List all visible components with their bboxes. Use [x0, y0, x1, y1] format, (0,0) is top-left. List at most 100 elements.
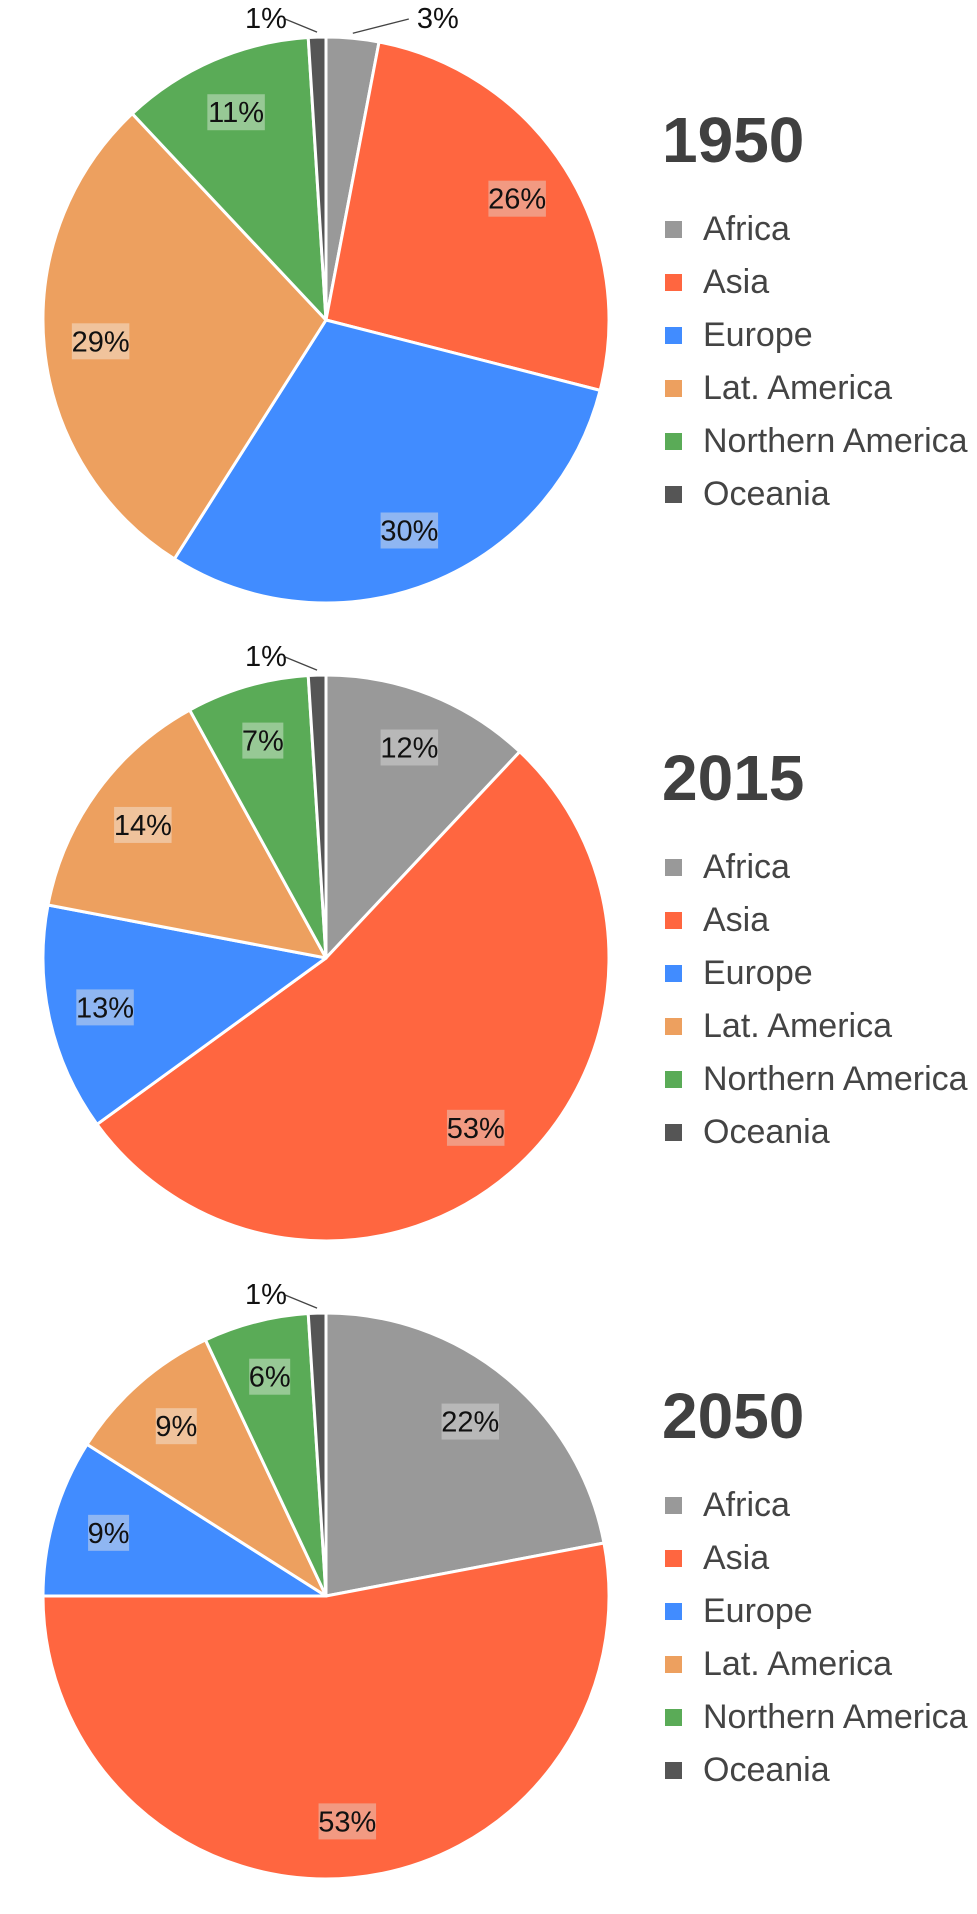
- legend-label: Oceania: [703, 1751, 830, 1789]
- data-label-northern-america: 11%: [207, 94, 265, 131]
- pie-slice-oceania: [306, 35, 328, 322]
- legend-swatch: [665, 433, 682, 450]
- legend-label: Europe: [703, 316, 813, 354]
- legend-label: Lat. America: [703, 1645, 892, 1683]
- legend-swatch: [665, 1709, 682, 1726]
- chart-title: 2015: [662, 742, 805, 814]
- data-label-text: 14%: [114, 810, 172, 842]
- pie-chart-1: 12% 53% 13% 14% 7% 1% 2015 Africa Asia Europe Lat.…: [0, 638, 977, 1276]
- legend-label: Northern America: [703, 1060, 968, 1098]
- legend-swatch: [665, 1018, 682, 1035]
- data-label-europe: 13%: [76, 989, 134, 1026]
- pie-slice-northern-america: [188, 674, 328, 960]
- chart-title: 2050: [662, 1380, 805, 1452]
- data-label-northern-america: 6%: [249, 1358, 291, 1395]
- legend-label: Northern America: [703, 1698, 968, 1736]
- pie-svg: 22% 53% 9% 9% 6% 1%: [41, 1279, 611, 1881]
- legend-swatch: [665, 1071, 682, 1088]
- legend-label: Africa: [703, 210, 790, 248]
- data-label-text: 53%: [318, 1806, 376, 1838]
- data-label-asia: 53%: [318, 1803, 377, 1840]
- data-label-asia: 53%: [446, 1109, 505, 1146]
- pie-slice-oceania: [306, 1311, 328, 1598]
- data-label-text: 53%: [447, 1113, 505, 1145]
- data-label-text: 6%: [249, 1362, 291, 1394]
- data-label-oceania: 1%: [245, 641, 318, 673]
- leader-line: [284, 1294, 318, 1309]
- data-label-text: 11%: [208, 97, 264, 129]
- legend-label: Asia: [703, 901, 770, 939]
- data-label-background: [88, 1514, 130, 1551]
- legend-label: Asia: [703, 1539, 770, 1577]
- pie-svg: 12% 53% 13% 14% 7% 1%: [41, 641, 611, 1243]
- legend-swatch: [665, 912, 682, 929]
- data-label-africa: 22%: [441, 1403, 500, 1440]
- data-label-lat-america: 14%: [114, 806, 172, 843]
- data-label-background: [242, 722, 284, 759]
- pie-svg: 3% 26% 30% 29% 11% 1%: [41, 3, 611, 605]
- data-label-lat-america: 9%: [155, 1408, 197, 1445]
- data-label-europe: 30%: [380, 512, 439, 549]
- data-label-text: 9%: [155, 1411, 197, 1443]
- legend-label: Lat. America: [703, 1007, 892, 1045]
- legend-label: Lat. America: [703, 369, 892, 407]
- data-label-asia: 26%: [488, 180, 546, 217]
- pie-slice-asia: [41, 1541, 611, 1881]
- pie-slice-lat-america: [41, 112, 328, 561]
- legend-swatch: [665, 221, 682, 238]
- pie-slice-lat-america: [85, 1338, 328, 1598]
- pie-slice-europe: [172, 318, 602, 605]
- data-label-background: [318, 1803, 377, 1840]
- chart-title: 1950: [662, 104, 805, 176]
- legend-label: Oceania: [703, 1113, 830, 1151]
- pie-slice-northern-america: [130, 36, 328, 322]
- data-label-africa: 12%: [380, 729, 438, 766]
- data-label-text: 29%: [72, 326, 130, 358]
- data-label-text: 1%: [245, 3, 287, 35]
- pie-slice-europe: [41, 1442, 328, 1598]
- data-label-background: [155, 1408, 197, 1445]
- pie-slice-asia: [324, 40, 611, 392]
- legend-label: Africa: [703, 1486, 790, 1524]
- legend-swatch: [665, 1550, 682, 1567]
- legend-swatch: [665, 274, 682, 291]
- legend-label: Africa: [703, 848, 790, 886]
- data-label-background: [488, 180, 546, 217]
- data-label-text: 1%: [245, 1279, 287, 1311]
- data-label-background: [446, 1109, 505, 1146]
- legend-label: Europe: [703, 1592, 813, 1630]
- data-label-background: [207, 94, 265, 131]
- pie-slice-africa: [324, 1311, 606, 1598]
- legend-swatch: [665, 965, 682, 982]
- pie-chart-2: 22% 53% 9% 9% 6% 1% 2050 Africa Asia Europe Lat. A…: [0, 1276, 977, 1914]
- legend-label: Northern America: [703, 422, 968, 460]
- pie-slice-lat-america: [46, 708, 328, 960]
- legend-swatch: [665, 1497, 682, 1514]
- data-label-background: [76, 989, 134, 1026]
- data-label-oceania: 1%: [245, 1279, 318, 1311]
- legend-swatch: [665, 1762, 682, 1779]
- legend-swatch: [665, 1124, 682, 1141]
- pie-slice-oceania: [306, 673, 328, 960]
- legend-swatch: [665, 859, 682, 876]
- data-label-oceania: 1%: [245, 3, 318, 35]
- data-label-text: 22%: [441, 1407, 499, 1439]
- data-label-text: 9%: [88, 1518, 130, 1550]
- pie-chart-0: 3% 26% 30% 29% 11% 1% 1950 Africa Asia Europe Lat.…: [0, 0, 977, 638]
- data-label-text: 1%: [245, 641, 287, 673]
- pie-slice-africa: [324, 673, 522, 960]
- data-label-northern-america: 7%: [242, 722, 284, 759]
- data-label-text: 7%: [242, 726, 284, 758]
- data-label-text: 30%: [380, 516, 438, 548]
- data-label-text: 26%: [488, 184, 546, 216]
- data-label-europe: 9%: [88, 1514, 130, 1551]
- data-label-text: 13%: [76, 992, 134, 1024]
- legend-label: Europe: [703, 954, 813, 992]
- data-label-background: [380, 512, 439, 549]
- leader-line: [284, 656, 318, 671]
- legend-swatch: [665, 1603, 682, 1620]
- data-label-background: [441, 1403, 500, 1440]
- legend-swatch: [665, 327, 682, 344]
- legend-swatch: [665, 1656, 682, 1673]
- data-label-text: 3%: [417, 3, 459, 35]
